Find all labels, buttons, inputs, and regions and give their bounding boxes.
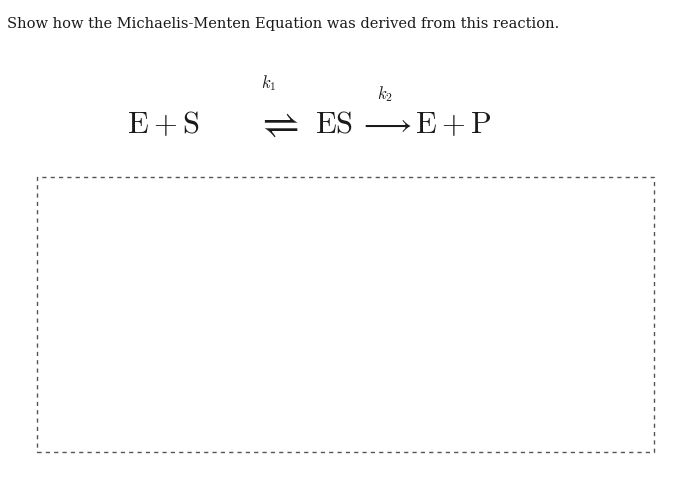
Text: $\mathrm{E + S}$: $\mathrm{E + S}$ [127, 110, 200, 139]
Text: $\longrightarrow$: $\longrightarrow$ [358, 110, 411, 139]
Text: $\mathrm{E + P}$: $\mathrm{E + P}$ [415, 110, 491, 139]
Text: $k_2$: $k_2$ [377, 85, 393, 104]
Text: Show how the Michaelis-Menten Equation was derived from this reaction.: Show how the Michaelis-Menten Equation w… [7, 17, 559, 31]
Text: $k_1$: $k_1$ [262, 74, 276, 93]
Text: $\mathrm{ES}$: $\mathrm{ES}$ [315, 110, 353, 139]
Text: $\rightleftharpoons$: $\rightleftharpoons$ [253, 104, 298, 144]
